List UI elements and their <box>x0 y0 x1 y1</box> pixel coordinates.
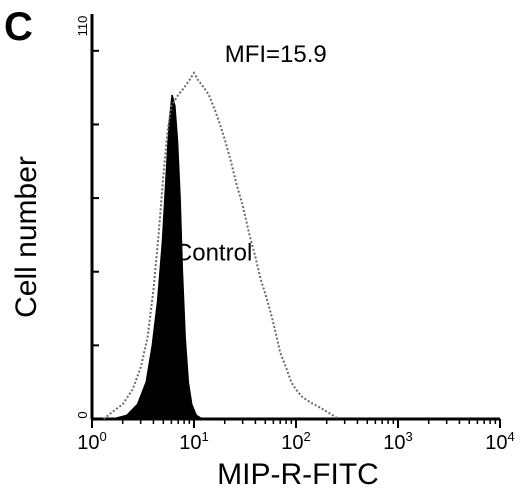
x-tick-label: 101 <box>179 429 208 454</box>
control-annotation: Control <box>175 240 252 267</box>
x-axis-label: MIP-R-FITC <box>217 458 379 491</box>
control-histogram <box>112 94 205 420</box>
y-axis-label: Cell number <box>10 156 43 318</box>
y-tick-label: 0 <box>75 411 90 418</box>
x-tick-label: 104 <box>485 429 514 454</box>
y-tick-label: 110 <box>75 16 90 37</box>
panel-label: C <box>4 5 33 49</box>
x-tick-label: 103 <box>383 429 412 454</box>
mip-r-histogram <box>102 70 339 420</box>
x-tick-label: 100 <box>77 429 106 454</box>
mfi-annotation: MFI=15.9 <box>225 41 327 68</box>
plot-area: 0 110 100 101 102 103 104 MFI=15.9 Control <box>75 14 515 454</box>
x-tick-label: 102 <box>281 429 310 454</box>
